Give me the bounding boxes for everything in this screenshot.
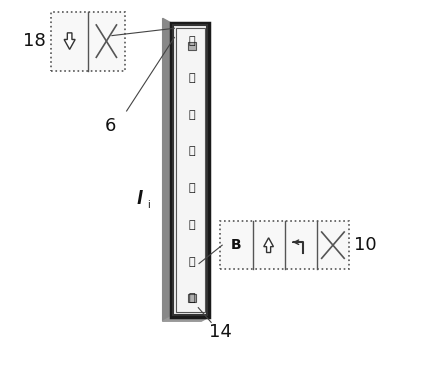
Text: B: B	[231, 238, 242, 252]
Text: 可: 可	[189, 183, 195, 193]
Text: 车: 车	[189, 257, 195, 267]
Text: 10: 10	[354, 236, 377, 254]
Bar	[51, 12, 125, 70]
Text: 18: 18	[23, 32, 46, 50]
Text: 道: 道	[189, 293, 195, 303]
Polygon shape	[163, 18, 171, 321]
Text: 公: 公	[189, 36, 195, 46]
Text: 6: 6	[104, 117, 116, 135]
Bar	[188, 294, 196, 302]
Bar	[188, 42, 196, 50]
Text: 用: 用	[189, 146, 195, 156]
Bar	[176, 28, 204, 312]
Bar	[173, 25, 207, 315]
Text: 交: 交	[189, 73, 195, 83]
Polygon shape	[64, 33, 75, 49]
Text: 逆: 逆	[189, 220, 195, 230]
Bar	[171, 23, 209, 317]
Text: l: l	[137, 190, 142, 208]
Text: 14: 14	[209, 323, 232, 341]
Text: 专: 专	[189, 110, 195, 120]
Bar	[220, 221, 349, 269]
Polygon shape	[163, 317, 209, 321]
Polygon shape	[264, 238, 273, 252]
Text: i: i	[147, 200, 150, 210]
